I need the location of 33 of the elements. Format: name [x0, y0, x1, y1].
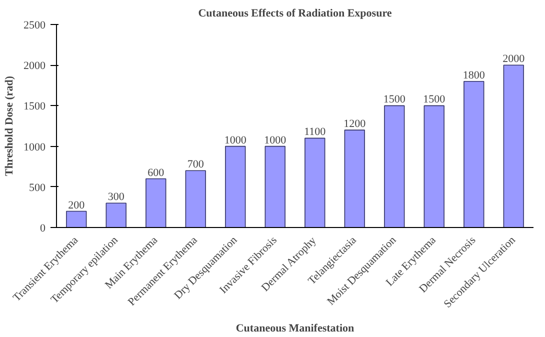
data-label: 300 [108, 191, 125, 204]
data-label: 1000 [224, 134, 247, 146]
bar [106, 202, 126, 228]
bar [304, 138, 326, 228]
data-label: 1800 [462, 69, 486, 82]
y-tick-label: 500 [29, 182, 46, 194]
bar [264, 146, 286, 228]
y-tick-label: 2500 [24, 20, 46, 32]
x-axis-title: Cutaneous Manifestation [236, 322, 354, 335]
data-label: 2000 [502, 53, 526, 66]
bar [464, 80, 484, 228]
y-tick-label: 0 [40, 222, 46, 234]
y-axis-title: Threshold Dose (rad) [4, 76, 16, 176]
bar [185, 170, 206, 228]
data-label: 600 [148, 166, 165, 179]
data-label: 1500 [423, 94, 446, 106]
bar [424, 105, 444, 228]
bar [344, 130, 365, 228]
chart-title: Cutaneous Effects of Radiation Exposure [198, 8, 392, 20]
data-label: 1000 [264, 134, 287, 146]
bar [225, 146, 246, 228]
bar [66, 210, 87, 228]
bar [503, 64, 524, 228]
y-tick-label: 2000 [24, 60, 46, 72]
data-label: 1100 [304, 126, 326, 138]
bar [146, 178, 166, 228]
data-label: 1200 [344, 118, 366, 130]
data-label: 700 [187, 158, 204, 171]
data-label: 200 [68, 199, 86, 212]
y-tick-label: 1500 [24, 100, 46, 113]
data-label: 1500 [383, 94, 406, 106]
y-tick-label: 1000 [24, 141, 46, 154]
bar [384, 105, 405, 228]
